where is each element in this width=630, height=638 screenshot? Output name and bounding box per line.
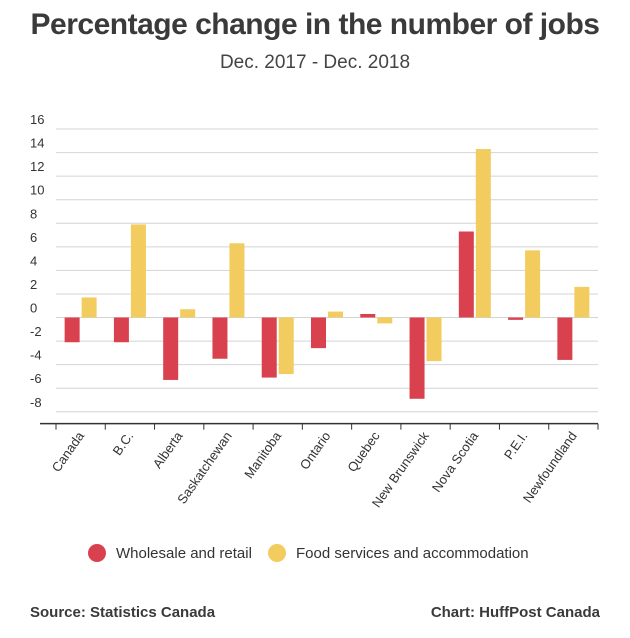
y-tick-label: 14 — [30, 136, 44, 151]
x-tick-label: Canada — [49, 428, 88, 475]
legend-swatch-food — [268, 544, 286, 562]
x-tick-label: Alberta — [150, 428, 186, 471]
bar-wholesale — [113, 317, 129, 343]
bar-food — [81, 297, 97, 318]
bar-food — [229, 243, 245, 318]
chart-credit: Chart: HuffPost Canada — [430, 604, 600, 621]
bar-wholesale — [212, 317, 228, 359]
y-tick-label: 2 — [30, 277, 37, 292]
x-tick-label: Nova Scotia — [429, 428, 482, 495]
y-tick-label: 16 — [30, 112, 44, 127]
y-tick-label: -8 — [30, 395, 42, 410]
bar-food — [426, 317, 442, 362]
legend-label-wholesale: Wholesale and retail — [116, 544, 252, 562]
bar-food — [525, 250, 541, 318]
bar-food — [475, 149, 491, 318]
y-tick-label: 4 — [30, 253, 37, 268]
bar-wholesale — [360, 313, 376, 318]
x-tick-label: Quebec — [344, 428, 383, 474]
bar-wholesale — [261, 317, 277, 378]
bar-wholesale — [409, 317, 425, 399]
bar-food — [278, 317, 294, 375]
bar-wholesale — [64, 317, 80, 343]
y-tick-label: 6 — [30, 230, 37, 245]
y-tick-label: 8 — [30, 206, 37, 221]
bar-food — [574, 286, 590, 318]
y-tick-label: 12 — [30, 159, 44, 174]
bar-food — [180, 309, 196, 318]
chart-title: Percentage change in the number of jobs — [30, 8, 600, 41]
y-tick-label: -2 — [30, 324, 42, 339]
bar-wholesale — [508, 317, 524, 320]
bar-wholesale — [458, 231, 474, 318]
y-tick-label: -4 — [30, 348, 42, 363]
bar-food — [377, 317, 393, 324]
y-tick-label: -6 — [30, 371, 42, 386]
source-note: Source: Statistics Canada — [30, 604, 216, 621]
y-tick-label: 0 — [30, 301, 37, 316]
chart-subtitle: Dec. 2017 - Dec. 2018 — [219, 52, 411, 73]
bar-wholesale — [557, 317, 573, 360]
legend-label-food: Food services and accommodation — [296, 544, 529, 562]
legend-swatch-wholesale — [88, 544, 106, 562]
legend-item-wholesale: Wholesale and retail — [88, 544, 252, 562]
x-tick-label: Manitoba — [241, 428, 284, 481]
chart-legend: Wholesale and retail Food services and a… — [0, 544, 630, 568]
bar-food — [328, 311, 343, 318]
x-tick-label: Ontario — [297, 429, 334, 473]
bar-wholesale — [311, 317, 326, 349]
y-tick-label: 10 — [30, 183, 44, 198]
legend-item-food: Food services and accommodation — [268, 544, 529, 562]
x-tick-label: Newfoundland — [520, 429, 580, 506]
bar-wholesale — [163, 317, 179, 380]
x-tick-label: P.E.I. — [501, 429, 531, 462]
x-tick-label: B.C. — [110, 429, 137, 458]
bar-food — [130, 224, 146, 318]
